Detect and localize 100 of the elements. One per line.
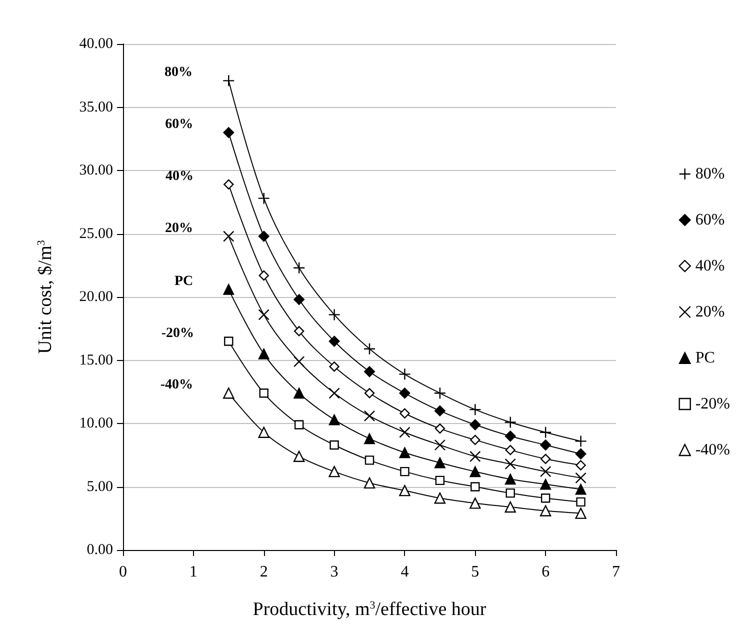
legend-label: 80% xyxy=(695,166,725,182)
point xyxy=(399,426,410,438)
y-tick-label: 0.00 xyxy=(86,542,113,558)
legend-label: PC xyxy=(695,350,715,366)
point xyxy=(364,410,376,422)
point xyxy=(400,408,410,418)
point xyxy=(434,387,446,400)
point xyxy=(294,420,304,430)
y-tick-label: 5.00 xyxy=(86,478,113,495)
x-tick-label: 4 xyxy=(400,564,409,580)
point xyxy=(364,477,376,489)
point xyxy=(434,423,446,434)
point xyxy=(364,366,375,378)
x-tick-label: 1 xyxy=(189,564,198,580)
point xyxy=(575,472,586,484)
point xyxy=(574,435,587,448)
annotation: 60% xyxy=(165,117,194,132)
y-tick-label: 10.00 xyxy=(79,416,113,432)
y-tick-label: 40.00 xyxy=(79,36,113,52)
point xyxy=(258,192,270,204)
point xyxy=(470,498,481,509)
point xyxy=(540,454,551,464)
point xyxy=(470,434,480,446)
x-tick-label: 0 xyxy=(119,564,127,580)
point xyxy=(223,388,234,399)
point xyxy=(540,466,552,478)
y-tick-label: 30.00 xyxy=(79,162,113,178)
point xyxy=(328,414,340,426)
point xyxy=(470,482,480,492)
point xyxy=(399,388,410,399)
point xyxy=(328,336,340,347)
y-tick-label: 35.00 xyxy=(79,99,113,116)
point xyxy=(470,450,481,462)
point xyxy=(539,426,552,438)
point xyxy=(223,284,234,295)
legend-label: -40% xyxy=(695,442,730,458)
point xyxy=(329,361,340,372)
point xyxy=(223,230,234,242)
point xyxy=(434,439,446,451)
point xyxy=(398,368,411,380)
point xyxy=(258,309,270,320)
annotation: 20% xyxy=(165,220,194,236)
point xyxy=(293,450,305,462)
annotation: -40% xyxy=(160,378,194,393)
point xyxy=(328,308,340,321)
point xyxy=(505,444,516,456)
point xyxy=(434,492,446,504)
point xyxy=(258,230,270,242)
point xyxy=(470,466,481,478)
legend-label: 60% xyxy=(695,212,725,228)
y-axis-title: Unit cost, $/m3 xyxy=(35,240,56,354)
point xyxy=(540,494,550,503)
annotation: PC xyxy=(174,274,194,289)
point xyxy=(224,179,234,190)
point xyxy=(504,430,516,442)
point xyxy=(330,440,339,450)
point xyxy=(504,474,516,485)
point xyxy=(293,356,305,368)
point xyxy=(434,457,446,468)
point xyxy=(576,497,586,507)
annotation: 80% xyxy=(164,65,193,80)
point xyxy=(292,262,306,274)
point xyxy=(434,405,446,416)
legend-label: 40% xyxy=(695,258,725,274)
point xyxy=(259,388,268,398)
point xyxy=(223,127,234,138)
point xyxy=(506,488,515,498)
point xyxy=(540,478,552,490)
point xyxy=(294,294,305,306)
point xyxy=(328,466,340,478)
x-tick-label: 5 xyxy=(471,564,480,580)
legend-label: -20% xyxy=(695,396,730,412)
point xyxy=(540,440,552,451)
y-tick-label: 15.00 xyxy=(79,352,113,368)
legend-label: 20% xyxy=(695,304,725,320)
point xyxy=(504,501,516,513)
point xyxy=(258,348,270,360)
point xyxy=(400,466,410,476)
point xyxy=(575,448,586,460)
point xyxy=(364,388,375,398)
y-tick-label: 20.00 xyxy=(79,289,113,305)
x-tick-label: 3 xyxy=(330,564,338,580)
point xyxy=(504,416,516,428)
y-tick-label: 25.00 xyxy=(79,226,113,242)
point xyxy=(540,505,552,516)
point xyxy=(399,447,410,458)
point xyxy=(575,484,586,495)
point xyxy=(222,74,235,87)
annotation: 40% xyxy=(166,168,194,184)
point xyxy=(364,433,375,444)
point xyxy=(470,419,481,430)
point xyxy=(575,508,586,519)
point xyxy=(328,388,340,399)
point xyxy=(364,456,374,465)
point xyxy=(435,476,445,486)
point xyxy=(294,388,305,399)
point xyxy=(399,484,410,496)
point xyxy=(469,403,482,416)
x-tick-label: 2 xyxy=(260,564,268,580)
point xyxy=(576,460,586,470)
